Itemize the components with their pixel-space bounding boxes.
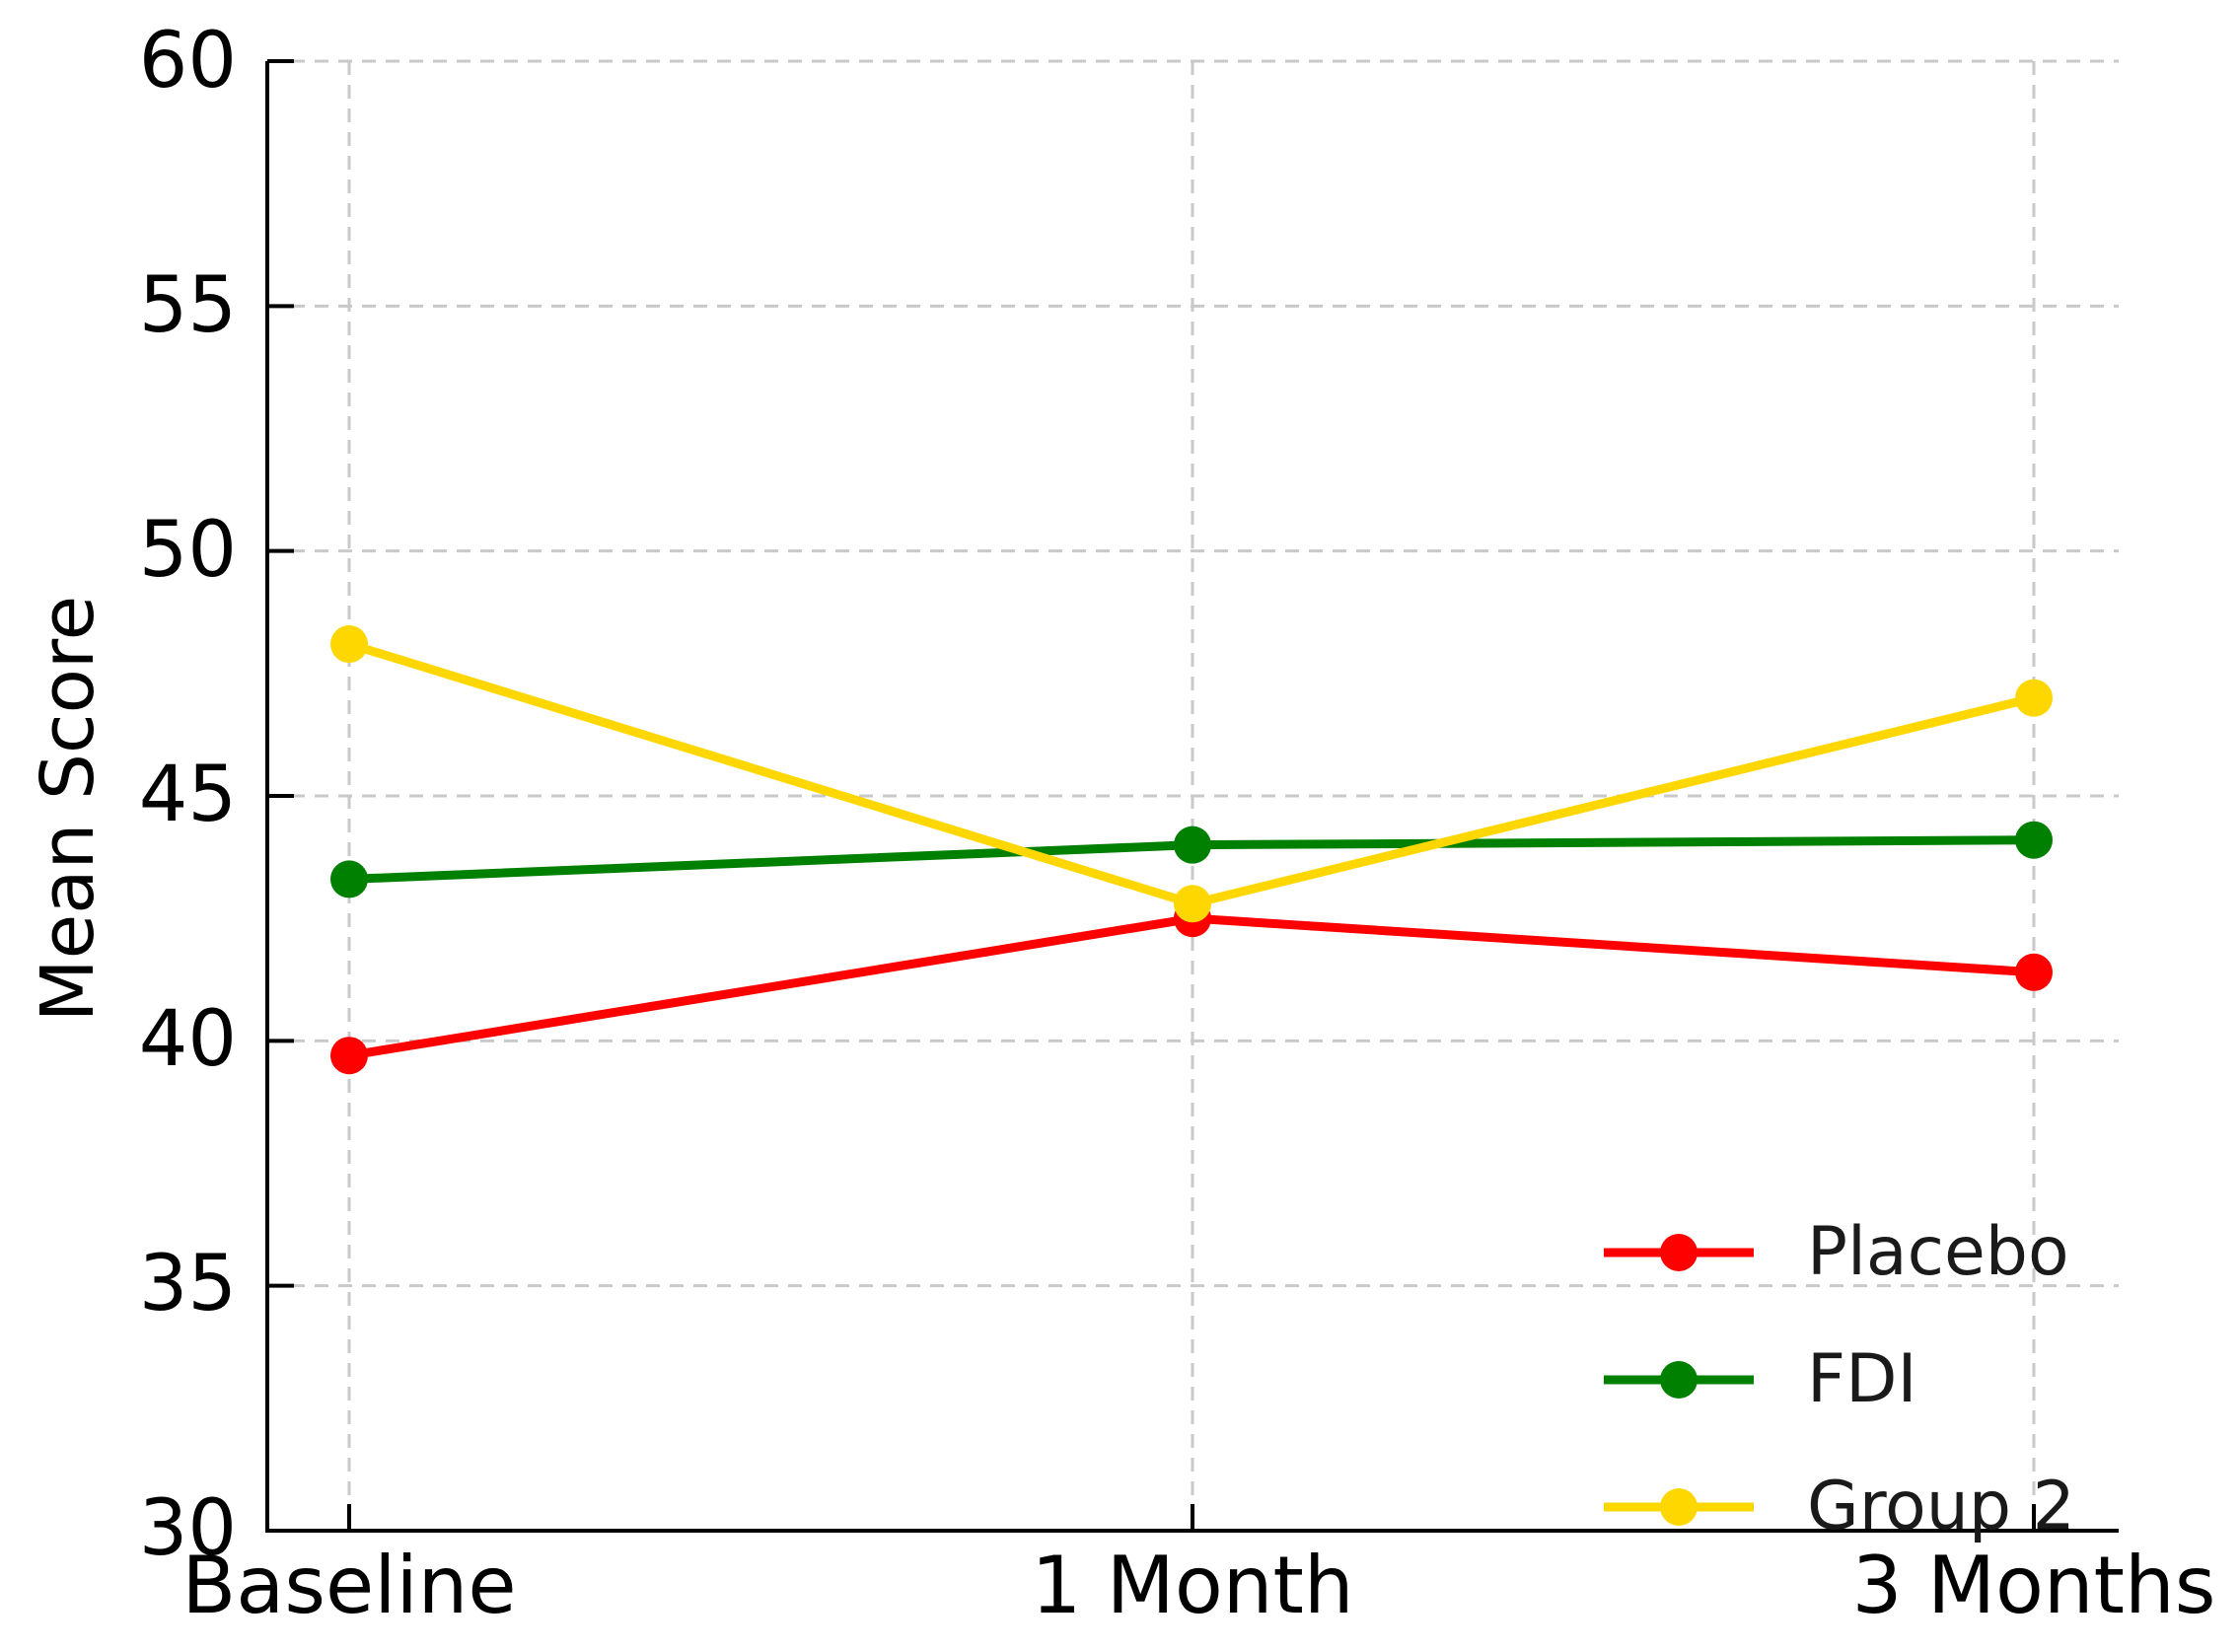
- marker-fdi-0: [330, 860, 368, 898]
- legend-label-placebo: Placebo: [1807, 1212, 2069, 1291]
- y-tick-label: 60: [138, 17, 237, 106]
- marker-group-2-1: [1174, 885, 1211, 923]
- legend-marker-fdi: [1604, 1360, 1754, 1399]
- y-axis-title: Mean Score: [26, 595, 110, 1023]
- marker-placebo-0: [330, 1037, 368, 1075]
- legend-item-placebo: Placebo: [1600, 1188, 2075, 1316]
- legend-item-group-2: Group 2: [1600, 1443, 2075, 1570]
- marker-fdi-2: [2015, 821, 2053, 859]
- marker-group-2-0: [330, 625, 368, 664]
- x-tick-label-1-month: 1 Month: [1031, 1540, 1354, 1631]
- legend-item-fdi: FDI: [1600, 1316, 2075, 1443]
- marker-group-2-2: [2015, 679, 2053, 717]
- y-tick-label: 30: [138, 1484, 237, 1573]
- y-tick-label: 55: [138, 261, 237, 350]
- legend-marker-placebo: [1604, 1233, 1754, 1271]
- marker-placebo-2: [2015, 953, 2053, 991]
- legend: Placebo FDI Group 2: [1600, 1188, 2075, 1570]
- legend-label-fdi: FDI: [1807, 1339, 1917, 1418]
- x-tick-label-baseline: Baseline: [181, 1540, 517, 1631]
- y-tick-label: 50: [138, 506, 237, 595]
- y-tick-label: 45: [138, 751, 237, 839]
- y-tick-label: 40: [138, 995, 237, 1084]
- legend-label-group-2: Group 2: [1807, 1467, 2075, 1545]
- legend-marker-group-2: [1604, 1487, 1754, 1526]
- marker-fdi-1: [1174, 826, 1211, 864]
- y-tick-label: 35: [138, 1240, 237, 1329]
- x-tick-label-3-months: 3 Months: [1851, 1540, 2216, 1631]
